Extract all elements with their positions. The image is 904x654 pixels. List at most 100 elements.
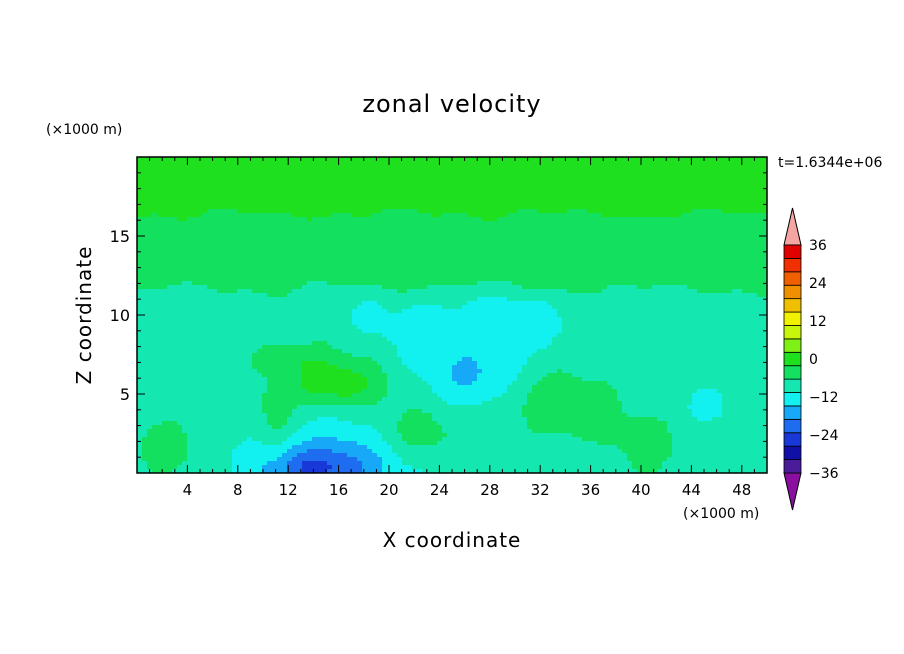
heatmap-cell — [432, 217, 438, 222]
heatmap-cell — [757, 177, 763, 182]
heatmap-cell — [147, 221, 153, 226]
heatmap-cell — [227, 185, 233, 190]
heatmap-cell — [172, 313, 178, 318]
heatmap-cell — [312, 213, 318, 218]
heatmap-cell — [692, 265, 698, 270]
heatmap-cell — [502, 225, 508, 230]
heatmap-cell — [247, 257, 253, 262]
heatmap-cell — [437, 233, 443, 238]
heatmap-cell — [417, 297, 423, 302]
heatmap-cell — [327, 161, 333, 166]
heatmap-cell — [752, 197, 758, 202]
heatmap-cell — [592, 249, 598, 254]
heatmap-cell — [217, 189, 223, 194]
heatmap-cell — [612, 205, 618, 210]
heatmap-cell — [417, 201, 423, 206]
heatmap-cell — [702, 213, 708, 218]
heatmap-cell — [627, 305, 633, 310]
heatmap-cell — [712, 237, 718, 242]
heatmap-cell — [522, 241, 528, 246]
heatmap-cell — [142, 177, 148, 182]
heatmap-cell — [572, 161, 578, 166]
heatmap-cell — [697, 189, 703, 194]
heatmap-cell — [182, 257, 188, 262]
heatmap-cell — [667, 225, 673, 230]
heatmap-cell — [162, 253, 168, 258]
heatmap-cell — [517, 281, 523, 286]
heatmap-cell — [422, 277, 428, 282]
heatmap-cell — [277, 305, 283, 310]
heatmap-cell — [347, 157, 353, 162]
heatmap-cell — [547, 285, 553, 290]
heatmap-cell — [242, 189, 248, 194]
heatmap-cell — [642, 233, 648, 238]
heatmap-cell — [607, 273, 613, 278]
heatmap-cell — [537, 261, 543, 266]
heatmap-cell — [627, 265, 633, 270]
heatmap-cell — [417, 217, 423, 222]
heatmap-cell — [382, 221, 388, 226]
heatmap-cell — [272, 241, 278, 246]
heatmap-cell — [667, 285, 673, 290]
heatmap-cell — [462, 265, 468, 270]
heatmap-cell — [562, 273, 568, 278]
heatmap-cell — [717, 265, 723, 270]
heatmap-cell — [607, 245, 613, 250]
heatmap-cell — [652, 273, 658, 278]
heatmap-cell — [437, 205, 443, 210]
heatmap-cell — [227, 241, 233, 246]
heatmap-cell — [292, 177, 298, 182]
heatmap-cell — [627, 241, 633, 246]
heatmap-cell — [362, 309, 368, 314]
heatmap-cell — [517, 277, 523, 282]
heatmap-cell — [667, 297, 673, 302]
heatmap-cell — [157, 277, 163, 282]
heatmap-cell — [372, 313, 378, 318]
heatmap-cell — [197, 261, 203, 266]
heatmap-cell — [182, 193, 188, 198]
heatmap-cell — [692, 281, 698, 286]
heatmap-cell — [537, 221, 543, 226]
heatmap-cell — [557, 173, 563, 178]
heatmap-cell — [677, 269, 683, 274]
heatmap-cell — [447, 213, 453, 218]
heatmap-cell — [727, 309, 733, 314]
heatmap-cell — [437, 273, 443, 278]
heatmap-cell — [757, 157, 763, 162]
heatmap-cell — [302, 269, 308, 274]
heatmap-cell — [352, 233, 358, 238]
heatmap-cell — [367, 245, 373, 250]
heatmap-cell — [262, 313, 268, 318]
heatmap-cell — [692, 289, 698, 294]
heatmap-cell — [482, 213, 488, 218]
heatmap-cell — [727, 261, 733, 266]
heatmap-cell — [437, 181, 443, 186]
heatmap-cell — [262, 293, 268, 298]
heatmap-cell — [682, 245, 688, 250]
heatmap-cell — [747, 189, 753, 194]
heatmap-cell — [747, 261, 753, 266]
heatmap-cell — [572, 189, 578, 194]
heatmap-cell — [697, 229, 703, 234]
heatmap-cell — [682, 249, 688, 254]
heatmap-cell — [637, 273, 643, 278]
heatmap-cell — [277, 185, 283, 190]
heatmap-cell — [592, 173, 598, 178]
heatmap-cell — [737, 257, 743, 262]
heatmap-cell — [742, 241, 748, 246]
heatmap-cell — [382, 301, 388, 306]
heatmap-cell — [197, 297, 203, 302]
heatmap-cell — [382, 249, 388, 254]
heatmap-cell — [302, 221, 308, 226]
heatmap-cell — [417, 293, 423, 298]
heatmap-cell — [492, 217, 498, 222]
heatmap-cell — [277, 209, 283, 214]
heatmap-cell — [707, 269, 713, 274]
heatmap-cell — [602, 305, 608, 310]
heatmap-cell — [372, 269, 378, 274]
heatmap-cell — [357, 161, 363, 166]
heatmap-cell — [247, 177, 253, 182]
heatmap-cell — [567, 253, 573, 258]
heatmap-cell — [177, 205, 183, 210]
heatmap-cell — [377, 249, 383, 254]
